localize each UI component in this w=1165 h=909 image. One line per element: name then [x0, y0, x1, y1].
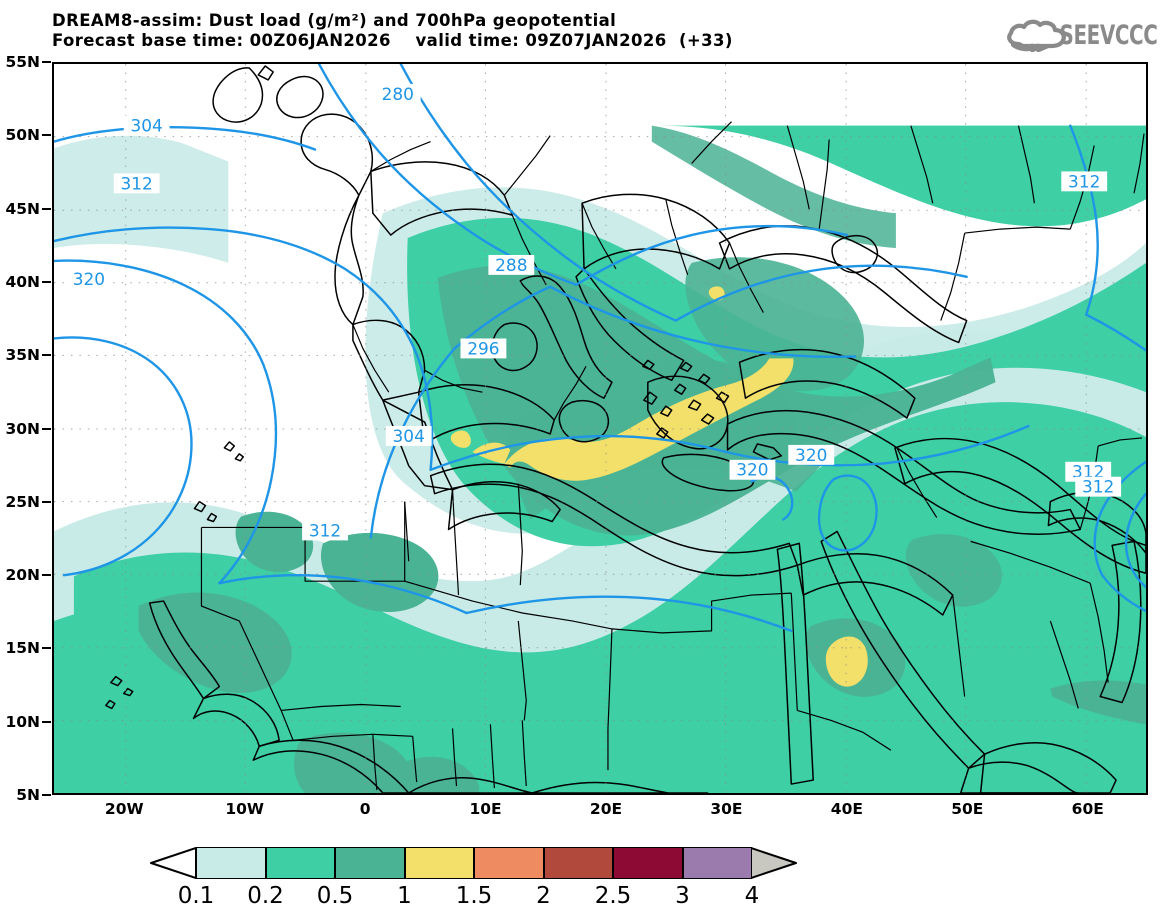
longitude-tick-label: 60E [1071, 800, 1104, 818]
colorbar-segment [613, 847, 683, 879]
svg-text:312: 312 [309, 520, 341, 540]
colorbar-segment [196, 847, 266, 879]
longitude-tick-label: 0 [359, 800, 371, 818]
latitude-tick-label: 25N [5, 492, 40, 511]
latitude-tick-mark [42, 720, 51, 723]
contour-label-layer: 280 304 312 320 288 296 304 312 320 320 [65, 84, 1122, 540]
latitude-tick-label: 5N [16, 786, 40, 804]
dust-load-map: 280 304 312 320 288 296 304 312 320 320 [54, 64, 1146, 793]
cloud-icon [1007, 19, 1066, 52]
colorbar-segment [682, 847, 752, 879]
latitude-tick-mark [42, 354, 51, 357]
svg-text:312: 312 [1068, 171, 1100, 191]
latitude-tick-label: 15N [5, 639, 40, 658]
logo-text: SEEVCCC [1059, 20, 1157, 51]
svg-text:288: 288 [495, 255, 527, 275]
forecast-time-subtitle: Forecast base time: 00Z06JAN2026 valid t… [52, 31, 733, 50]
svg-text:280: 280 [382, 84, 414, 104]
latitude-tick-label: 30N [5, 419, 40, 438]
longitude-tick-label: 50E [951, 800, 984, 818]
colorbar-segment [543, 847, 613, 879]
colorbar-under-arrow [150, 847, 196, 879]
header: DREAM8-assim: Dust load (g/m²) and 700hP… [0, 0, 1165, 62]
longitude-tick-label: 20E [589, 800, 623, 818]
svg-text:304: 304 [393, 426, 425, 446]
latitude-tick-mark [42, 207, 51, 210]
colorbar: 0.1 0.2 0.5 1 1.5 2 2.5 3 4 [0, 843, 1165, 909]
colorbar-segment [265, 847, 335, 879]
svg-text:320: 320 [795, 445, 827, 465]
colorbar-tick-label: 2.5 [594, 883, 632, 909]
svg-text:312: 312 [1072, 462, 1104, 482]
latitude-tick-mark [42, 427, 51, 430]
colorbar-tick-label: 0.5 [316, 883, 354, 909]
page-title: DREAM8-assim: Dust load (g/m²) and 700hP… [52, 11, 617, 30]
longitude-tick-label: 10E [469, 800, 502, 818]
latitude-tick-label: 40N [5, 272, 40, 291]
colorbar-tick-label: 1.5 [455, 883, 493, 909]
colorbar-segments [196, 847, 752, 879]
latitude-tick-mark [42, 280, 51, 283]
latitude-tick-mark [42, 500, 51, 503]
longitude-tick-label: 20W [104, 800, 144, 818]
colorbar-tick-label: 4 [744, 883, 760, 909]
border-layer [200, 121, 1145, 791]
dust-band-1.0 [450, 286, 868, 687]
latitude-tick-label: 45N [5, 199, 40, 218]
colorbar-segment [474, 847, 544, 879]
latitude-tick-label: 35N [5, 346, 40, 365]
colorbar-tick-label: 1 [397, 883, 412, 909]
latitude-tick-label: 20N [5, 566, 40, 585]
svg-text:296: 296 [467, 338, 499, 358]
longitude-tick-label: 40E [830, 800, 863, 818]
grid-layer [54, 64, 1146, 793]
latitude-tick-mark [42, 574, 51, 577]
colorbar-tick-label: 3 [675, 883, 690, 909]
latitude-tick-label: 10N [5, 712, 40, 731]
svg-text:304: 304 [131, 116, 163, 136]
svg-text:312: 312 [121, 173, 153, 193]
colorbar-tick-label: 0.2 [247, 883, 284, 909]
longitude-tick-label: 30E [710, 800, 743, 818]
colorbar-segment [404, 847, 474, 879]
latitude-tick-label: 55N [5, 53, 40, 71]
colorbar-over-arrow [751, 847, 797, 879]
colorbar-tick-label: 0.1 [177, 883, 215, 909]
svg-text:312: 312 [1082, 477, 1114, 497]
colorbar-tick-label: 2 [536, 883, 551, 909]
longitude-tick-label: 10W [225, 800, 265, 818]
map-plot-area: 280 304 312 320 288 296 304 312 320 320 [52, 62, 1148, 795]
colorbar-segment [335, 847, 405, 879]
svg-text:320: 320 [736, 460, 768, 480]
latitude-tick-mark [42, 794, 51, 796]
latitude-tick-mark [42, 134, 51, 137]
latitude-tick-mark [42, 647, 51, 650]
seevccc-logo: SEEVCCC [1005, 12, 1157, 54]
latitude-tick-label: 50N [5, 126, 40, 145]
svg-text:320: 320 [73, 269, 105, 289]
latitude-tick-mark [42, 61, 51, 63]
